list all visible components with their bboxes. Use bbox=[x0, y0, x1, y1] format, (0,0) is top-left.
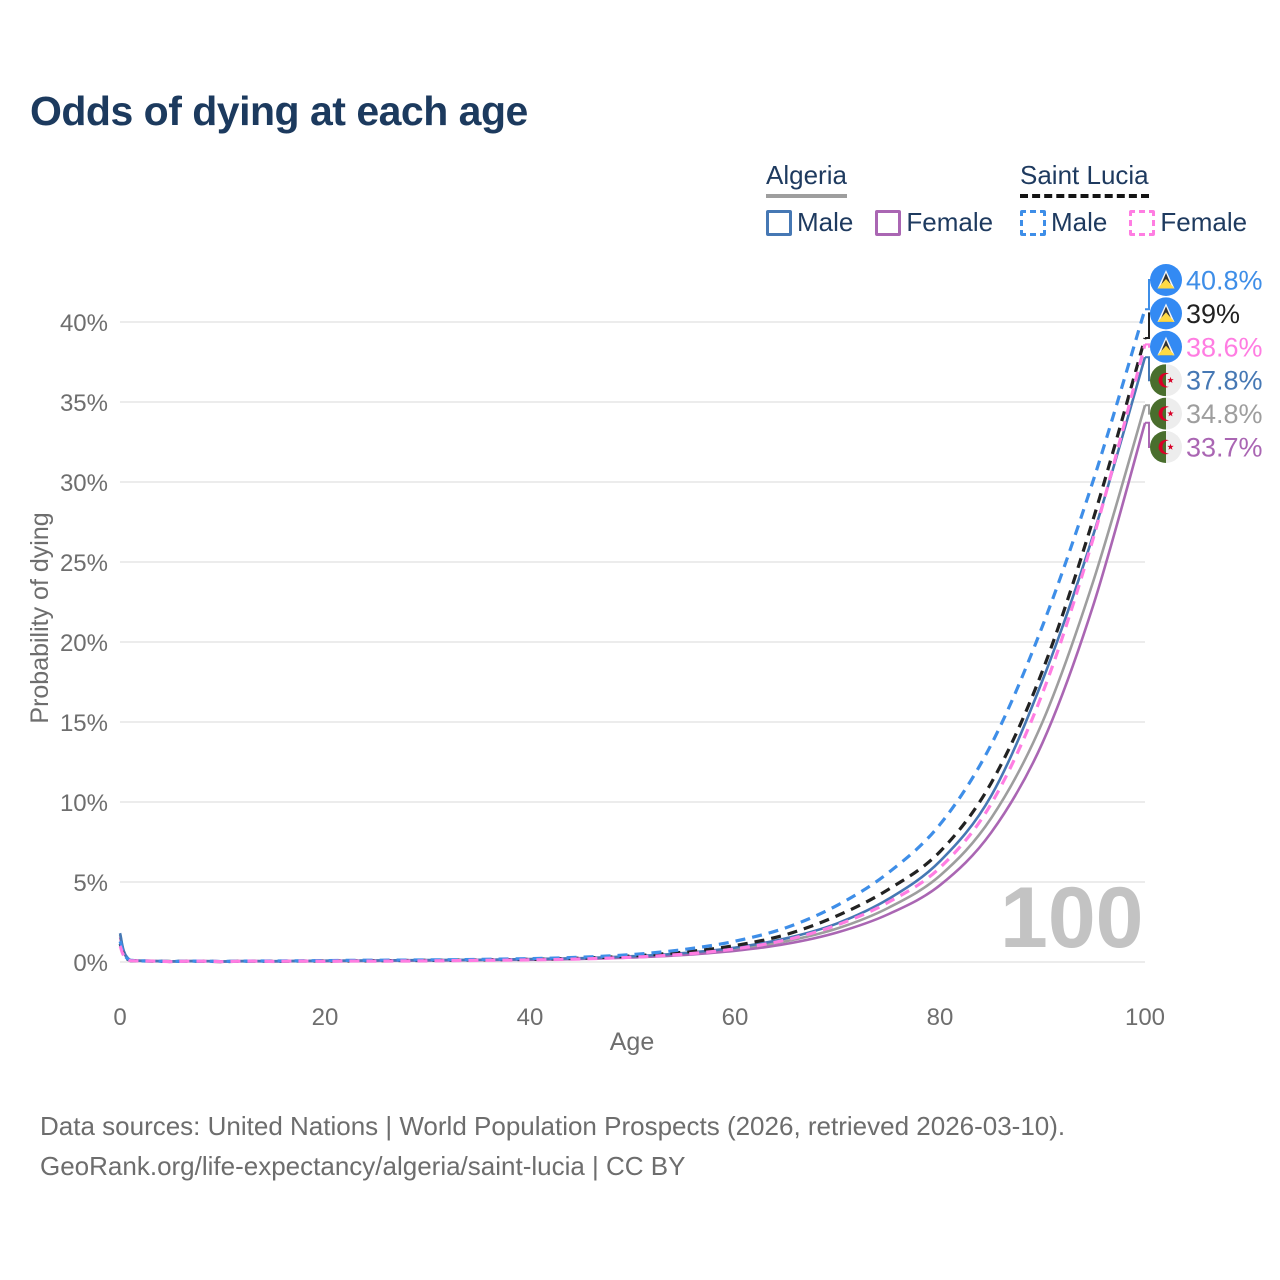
legend-header-saint-lucia[interactable]: Saint Lucia bbox=[1020, 160, 1149, 198]
end-label: 39% bbox=[1150, 297, 1240, 330]
y-tick-label: 30% bbox=[60, 470, 108, 497]
end-label: 40.8% bbox=[1150, 264, 1263, 296]
x-tick-label: 80 bbox=[927, 1004, 954, 1031]
legend-item-label: Male bbox=[1051, 207, 1108, 237]
saint-lucia-female-swatch-icon bbox=[1129, 209, 1156, 236]
legend-group-algeria: Algeria Male Female bbox=[766, 160, 993, 238]
algeria-flag-icon bbox=[1150, 431, 1182, 463]
series-line-algeria-female[interactable] bbox=[118, 422, 1147, 964]
algeria-flag-icon bbox=[1150, 364, 1182, 397]
legend-item-label: Female bbox=[906, 207, 994, 237]
algeria-female-swatch-icon bbox=[875, 209, 902, 236]
series-line-algeria-both[interactable] bbox=[118, 404, 1147, 963]
series-line-saint-lucia-male[interactable] bbox=[118, 308, 1147, 964]
saint-lucia-flag-icon bbox=[1150, 330, 1182, 363]
footer-attribution: GeoRank.org/life-expectancy/algeria/sain… bbox=[40, 1151, 686, 1181]
y-axis-label: Probability of dying bbox=[26, 512, 54, 723]
y-tick-label: 0% bbox=[73, 950, 108, 977]
legend-header-algeria[interactable]: Algeria bbox=[766, 160, 847, 198]
page-title: Odds of dying at each age bbox=[30, 88, 528, 134]
x-tick-label: 0 bbox=[113, 1004, 126, 1031]
saint-lucia-flag-icon bbox=[1150, 264, 1182, 296]
series-line-saint-lucia-female[interactable] bbox=[118, 343, 1147, 964]
end-label: 34.8% bbox=[1150, 397, 1263, 430]
y-tick-label: 35% bbox=[60, 390, 108, 417]
y-tick-label: 40% bbox=[60, 310, 108, 337]
legend-item-saint-lucia-female[interactable]: Female bbox=[1129, 207, 1247, 238]
x-tick-label: 20 bbox=[312, 1004, 339, 1031]
series-lines bbox=[118, 308, 1147, 964]
legend-item-label: Female bbox=[1160, 207, 1248, 237]
legend-item-saint-lucia-male[interactable]: Male bbox=[1020, 207, 1107, 238]
y-tick-label: 5% bbox=[73, 870, 108, 897]
saint-lucia-flag-icon bbox=[1150, 297, 1182, 330]
end-label-value: 33.7% bbox=[1186, 433, 1263, 463]
end-label: 38.6% bbox=[1150, 330, 1263, 363]
saint-lucia-male-swatch-icon bbox=[1020, 209, 1046, 236]
algeria-male-swatch-icon bbox=[766, 209, 792, 236]
end-label-value: 34.8% bbox=[1186, 399, 1263, 429]
x-tick-label: 100 bbox=[1125, 1004, 1165, 1031]
series-line-algeria-male[interactable] bbox=[118, 356, 1147, 963]
legend: Algeria Male Female Saint Lucia Male bbox=[0, 160, 1280, 250]
end-label-value: 40.8% bbox=[1186, 266, 1263, 296]
end-label-value: 37.8% bbox=[1186, 366, 1263, 396]
footer-data-sources: Data sources: United Nations | World Pop… bbox=[40, 1111, 1066, 1141]
end-label-value: 39% bbox=[1186, 299, 1240, 329]
y-tick-label: 10% bbox=[60, 790, 108, 817]
footer: Data sources: United Nations | World Pop… bbox=[40, 1106, 1065, 1186]
legend-item-algeria-female[interactable]: Female bbox=[875, 207, 993, 238]
legend-item-label: Male bbox=[797, 207, 854, 237]
y-tick-label: 25% bbox=[60, 550, 108, 577]
x-tick-label: 60 bbox=[722, 1004, 749, 1031]
end-label-value: 38.6% bbox=[1186, 332, 1263, 362]
end-label: 37.8% bbox=[1150, 364, 1263, 397]
end-labels: 40.8%39%38.6% 37.8%34.8% 33.7% bbox=[1145, 264, 1263, 463]
legend-item-algeria-male[interactable]: Male bbox=[766, 207, 853, 238]
algeria-flag-icon bbox=[1150, 397, 1182, 430]
gridlines: 0% 5% 10% 15% 20% 25% 30% 35% 40% 0 20 40 60 80 100 bbox=[60, 310, 1165, 1031]
legend-group-saint-lucia: Saint Lucia Male Female bbox=[1020, 160, 1247, 238]
age-watermark: 100 bbox=[1000, 870, 1144, 966]
x-tick-label: 40 bbox=[517, 1004, 544, 1031]
x-axis-label: Age bbox=[610, 1028, 654, 1056]
legend-items-algeria: Male Female bbox=[766, 207, 993, 238]
y-tick-label: 15% bbox=[60, 710, 108, 737]
y-tick-label: 20% bbox=[60, 630, 108, 657]
legend-items-saint-lucia: Male Female bbox=[1020, 207, 1247, 238]
series-line-saint-lucia-both[interactable] bbox=[118, 337, 1147, 964]
end-label: 33.7% bbox=[1150, 431, 1263, 463]
